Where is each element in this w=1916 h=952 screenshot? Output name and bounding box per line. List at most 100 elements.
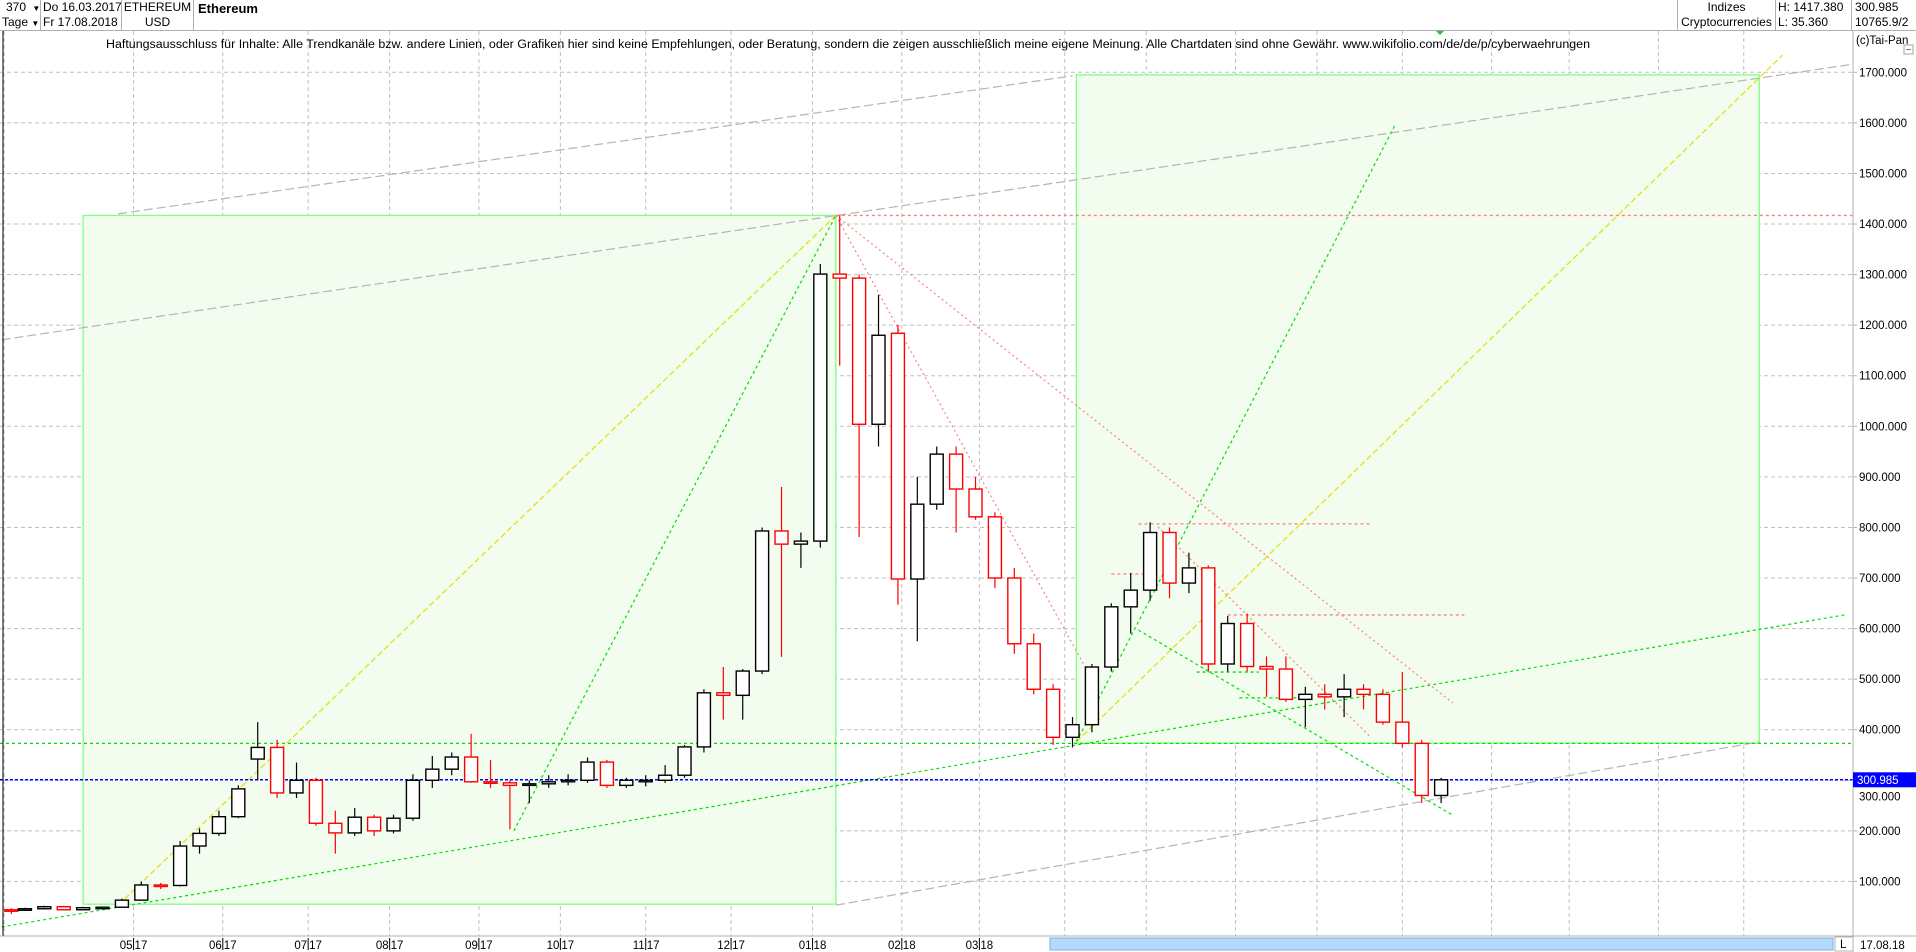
price-tick-label: 1400.000 [1859,219,1907,231]
candle-down [599,760,615,788]
last-date-label: 17.08.18 [1860,940,1905,952]
price-tick-label: 1100.000 [1859,371,1906,383]
candle-down [1201,565,1216,672]
price-tick-label: 1200.000 [1859,320,1907,332]
disclaimer-text: Haftungsausschluss für Inhalte: Alle Tre… [106,39,1590,51]
divider [1677,0,1678,30]
candle-body [599,761,615,787]
copyright-label: (c)Tai-Pan [1856,35,1908,47]
price-tick-label: 1500.000 [1859,168,1907,180]
candle-body [1298,693,1313,701]
chevron-down-icon: ▼ [32,4,40,13]
candle-body [386,817,401,832]
candle-down [890,325,906,605]
candle-body [1045,688,1061,739]
candle-body [114,899,130,908]
last-value: 300.985 [1855,0,1899,14]
candle-body [425,768,440,781]
candle-up [871,294,886,447]
candle-down [1356,684,1371,710]
price-tick-label: 100.000 [1859,876,1901,888]
time-tick-month: 05 [120,940,133,952]
interval-select[interactable]: Tage ▼ [2,15,40,30]
trend-line-yellow [1075,54,1783,743]
candle-up [1220,615,1235,672]
candle-body [153,884,168,888]
candle-body [1084,666,1100,726]
candle-down [4,908,19,915]
high-value: H: 1417.380 [1778,0,1844,14]
candle-body [1317,693,1332,698]
price-tick-label: 1600.000 [1859,118,1907,130]
date-to[interactable]: Fr 17.08.2018 [43,15,118,29]
candle-down [502,780,518,830]
candles [4,215,1449,915]
candle-up [444,752,459,776]
candle-body [1123,589,1138,608]
interval-value: Tage [2,15,29,29]
candle-body [269,746,285,794]
time-tick-month: 12 [717,940,730,952]
candle-body [231,788,246,818]
candle-down [269,739,285,798]
bar-count-value: 370 [6,0,27,14]
candle-body [1414,742,1429,797]
group-label: Indizes [1707,0,1746,14]
subgroup-label: Cryptocurrencies [1681,15,1772,29]
candle-up [386,814,401,834]
candle-up [75,906,91,911]
time-tick-month: 01 [799,940,812,952]
time-tick-month: 09 [465,940,478,952]
candle-up [813,263,828,548]
drawing-box [82,214,837,905]
date-from[interactable]: Do 16.03.2017 [43,0,121,14]
candle-up [250,722,265,781]
candle-body [754,530,770,672]
candle-up [114,898,130,908]
price-tick-label: 800.000 [1859,522,1901,534]
candle-down [1317,684,1332,710]
candle-down [774,486,789,657]
candle-down [1026,633,1041,695]
candle-body [1336,688,1352,698]
price-tick-label: 1700.000 [1859,67,1907,79]
candle-body [832,273,847,279]
candle-down [832,215,847,366]
scale-mode-label: L [1840,939,1847,951]
time-tick-month: 02 [888,940,901,952]
time-tick-year: 18 [903,940,916,952]
trend-line-gray [117,75,1073,215]
candle-body [716,692,731,697]
candle-up [172,840,188,887]
scale-mode-button[interactable] [1834,936,1854,952]
bar-count-select[interactable]: 370 ▼ [2,0,40,15]
candle-up [289,762,304,798]
candle-body [968,488,983,518]
price-tick-label: 700.000 [1859,573,1901,585]
currency: USD [144,15,171,29]
candle-body [1239,622,1255,668]
candle-down [851,274,867,538]
trend-line-red [1157,526,1372,739]
candle-down [968,476,983,520]
candle-body [987,516,1003,579]
candle-body [813,273,828,542]
symbol: ETHEREUM [123,0,192,14]
candle-body [1104,606,1119,668]
candle-up [405,774,421,821]
candle-up [657,765,673,783]
candle-up [696,689,712,753]
candle-body [289,779,304,794]
candle-body [95,906,110,910]
candle-body [890,332,906,580]
volume-value: 10765.9/2 [1855,15,1909,29]
price-tick-label: 500.000 [1859,674,1901,686]
candle-down [1045,684,1061,745]
candle-down [1162,527,1177,599]
time-scrollbar[interactable] [1049,937,1834,951]
candle-up [677,744,692,778]
last-price-badge [1853,772,1916,788]
price-tick-label: 1000.000 [1859,421,1907,433]
candle-down [1278,656,1294,702]
